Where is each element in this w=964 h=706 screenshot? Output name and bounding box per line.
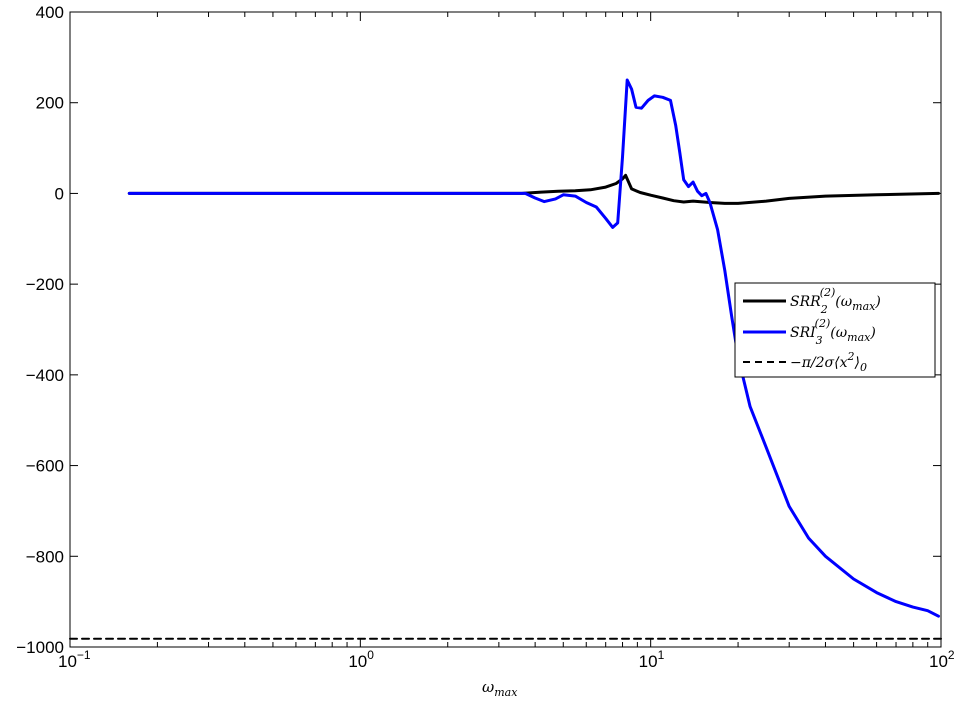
- y-tick-label: −400: [26, 366, 64, 385]
- y-tick-label: −600: [26, 457, 64, 476]
- x-tick-label: 102: [929, 648, 955, 671]
- y-tick-label: −1000: [16, 638, 64, 657]
- y-tick-label: 200: [36, 94, 64, 113]
- x-tick-label: 101: [639, 648, 665, 671]
- legend-label-srr: SRR2(2)(ωmax): [790, 286, 881, 316]
- y-tick-label: 0: [55, 184, 64, 203]
- legend-label-reference: −π/2σ⟨x2⟩0: [790, 350, 867, 374]
- x-tick-label: 100: [348, 648, 374, 671]
- x-axis-label: ωmax: [482, 678, 518, 699]
- series-line-srr: [127, 173, 940, 205]
- axis-ticks: [69, 11, 942, 648]
- legend-label-sri: SRI3(2)(ωmax): [790, 317, 876, 347]
- y-tick-label: −800: [26, 547, 64, 566]
- y-tick-label: −200: [26, 275, 64, 294]
- series-lines: [69, 78, 942, 640]
- x-tick-label: 10−1: [58, 648, 91, 671]
- y-tick-label: 400: [36, 3, 64, 22]
- legend: SRR2(2)(ωmax) SRI3(2)(ωmax) −π/2σ⟨x2⟩0: [734, 282, 936, 378]
- series-line-sri: [127, 78, 940, 618]
